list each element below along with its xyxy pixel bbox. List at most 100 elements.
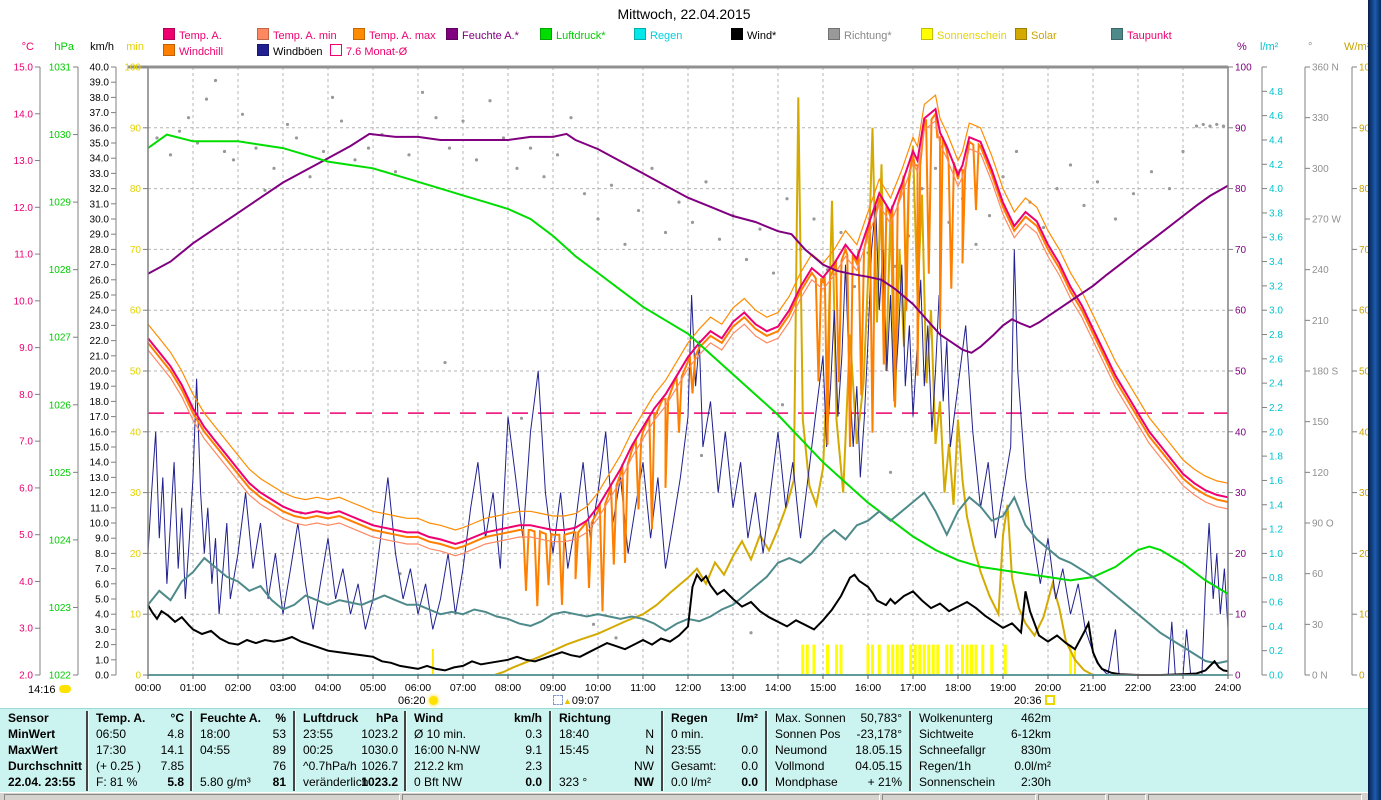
svg-text:25.0: 25.0 [90,291,110,302]
extra-column: Wolkenunterg 462m Sichtweite 6-12km Schneefa… [915,709,1055,793]
cell-value: 0.0 [741,759,758,773]
column-divider [404,711,407,791]
table-row: Ø 10 min. 0.3 [410,726,546,742]
cell-label: 212.2 km [414,759,464,773]
page-title: Mittwoch, 22.04.2015 [617,6,751,22]
svg-text:0 N: 0 N [1312,671,1328,682]
moonset-annotation: ▲09:07 [553,695,599,707]
svg-text:330: 330 [1312,113,1329,124]
axis-wind-kmh: 0.0 1.0 2.0 3.0 4.0 5.0 6.0 7.0 8.0 9.0 10.0 11.0 12… [90,41,117,682]
svg-text:3.2: 3.2 [1269,281,1283,292]
moonset-time: 09:07 [571,695,600,707]
legend-item: Luftdruck* [540,28,606,42]
column-divider [661,711,664,791]
column-divider [909,711,912,791]
legend-label: Wind* [747,30,777,42]
row-label-column: Sensor MinWert MaxWert Durchschnitt 22.04. 2… [4,709,84,793]
svg-text:1.2: 1.2 [1269,525,1283,536]
cell-label: Mondphase [775,775,838,789]
moonrise-annotation: 14:16 [28,684,71,696]
cell-label: 0 min. [671,727,704,741]
legend-swatch-icon [634,28,646,40]
svg-text:50: 50 [130,367,142,378]
svg-text:0.2: 0.2 [1269,646,1283,657]
cell-value: 0.0l/m² [1014,759,1051,773]
svg-text:90 O: 90 O [1312,519,1334,530]
table-row: Schneefallgr 830m [915,742,1055,758]
legend-label: 7.6 Monat-Ø [346,46,408,58]
svg-text:3.6: 3.6 [1269,233,1283,244]
moon-icon [58,685,71,693]
cell-value: N [645,743,654,757]
legend-label: Richtung* [844,30,892,42]
legend-item: Wind* [731,28,777,42]
axis-humidity: 0 10 20 30 40 50 60 70 80 90 100% [1228,41,1252,682]
svg-text:1.6: 1.6 [1269,476,1283,487]
svg-text:4.4: 4.4 [1269,135,1283,146]
axis-title-direction: ° [1308,41,1312,53]
cell-value: 81 [272,775,286,789]
table-row: F: 81 % 5.8 [92,774,188,790]
cell-label: 23:55 [303,727,334,741]
svg-text:30: 30 [1235,488,1247,499]
statusbar-segment [882,794,1036,800]
cell-label: 23:55 [671,743,702,757]
legend-swatch-icon [828,28,840,40]
legend-item: Sonnenschein [921,28,1007,42]
svg-text:10:00: 10:00 [585,682,611,694]
cell-label: Wind [414,711,444,725]
table-row: Max. Sonnen 50,783° [771,710,906,726]
legend-swatch-icon [446,28,458,40]
svg-text:4.0: 4.0 [95,610,109,621]
svg-text:0.8: 0.8 [1269,573,1283,584]
axis-title-sun-min: min [126,41,144,53]
svg-text:6.0: 6.0 [19,483,33,494]
axis-title-humidity: % [1237,41,1247,53]
svg-text:1024: 1024 [49,535,72,546]
cell-label: Gesamt: [671,759,717,773]
svg-text:0.0: 0.0 [95,671,109,682]
table-row: 76 [196,758,290,774]
svg-text:3.0: 3.0 [95,625,109,636]
svg-text:1023: 1023 [49,603,72,614]
svg-text:04:00: 04:00 [315,682,341,694]
axis-rain-lm2: 0.0 0.2 0.4 0.6 0.8 1.0 1.2 1.4 1.6 1.8 2.0 2.2 2.4 2… [1260,41,1283,682]
svg-text:36.0: 36.0 [90,123,110,134]
axis-direction: 0 N 30 60 90 O 120 150 180 S 210 240 270 W 300 330 3… [1304,41,1341,682]
svg-text:24.0: 24.0 [90,306,110,317]
cell-label: Sichtweite [919,727,974,741]
legend-label: Luftdruck* [556,30,606,42]
svg-text:180 S: 180 S [1312,367,1338,378]
cell-value: NW [634,759,654,773]
cell-value: 14.1 [160,743,184,757]
legend-swatch-icon [257,28,269,40]
cell-label: Sensor [8,711,49,725]
svg-text:0: 0 [135,671,141,682]
sunset-time: 20:36 [1014,695,1042,707]
svg-text:800: 800 [1359,184,1376,195]
table-row: 18:00 53 [196,726,290,742]
svg-text:11:00: 11:00 [630,682,656,694]
cell-value: 18.05.15 [855,743,902,757]
svg-text:500: 500 [1359,367,1376,378]
cell-value: 04.05.15 [855,759,902,773]
column-divider [190,711,193,791]
cell-label: Sonnen Pos [775,727,841,741]
svg-text:0.4: 0.4 [1269,622,1283,633]
svg-text:900: 900 [1359,123,1376,134]
table-row: Sonnen Pos -23,178° [771,726,906,742]
legend-label: Windböen [273,46,323,58]
table-row: 0 Bft NW 0.0 [410,774,546,790]
cell-label: Feuchte A. [200,711,261,725]
table-row: ^0.7hPa/h 1026.7 [299,758,402,774]
cell-label: 18:00 [200,727,231,741]
svg-text:3.0: 3.0 [19,624,33,635]
table-row: veränderlich 1023.2 [299,774,402,790]
svg-text:240: 240 [1312,265,1329,276]
cell-value: l/m² [736,711,758,725]
cell-label: 15:45 [559,743,590,757]
svg-text:1026: 1026 [49,400,72,411]
svg-text:12.0: 12.0 [14,203,34,214]
sun-icon [428,696,438,705]
